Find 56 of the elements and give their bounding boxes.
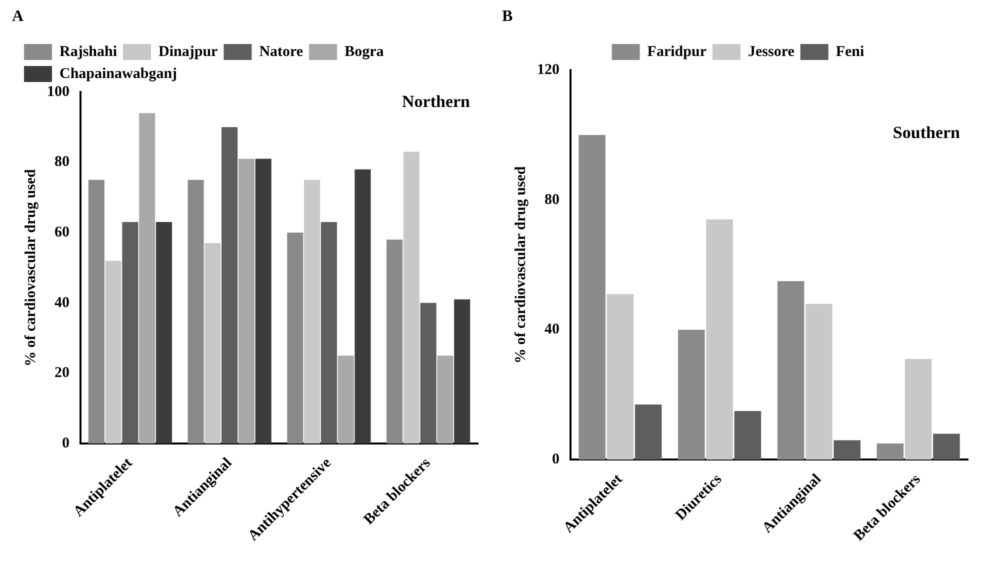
bar — [933, 434, 960, 460]
legend-label: Natore — [259, 44, 304, 60]
bar — [238, 158, 254, 444]
text: A — [12, 8, 24, 26]
y-tick-label: 0 — [62, 435, 70, 452]
bar — [420, 302, 436, 444]
legend-label: Dinajpur — [158, 44, 218, 60]
legend-label: Jessore — [748, 44, 795, 60]
bar — [806, 304, 832, 460]
bar — [578, 134, 606, 460]
y-axis-title: % of cardiovascular drug used — [512, 166, 529, 364]
annotation: Southern — [892, 122, 961, 142]
y-tick-label: 80 — [544, 192, 560, 208]
bar — [606, 294, 634, 460]
bar — [403, 152, 420, 444]
y-tick-label: 40 — [544, 322, 560, 338]
text: B — [502, 8, 513, 26]
legend-label: Bogra — [344, 44, 384, 60]
y-axis-title: % of cardiovascular drug used — [22, 168, 39, 366]
bar — [122, 222, 138, 444]
bar — [904, 359, 932, 460]
bar — [287, 232, 304, 444]
bar — [876, 443, 904, 460]
bar — [834, 440, 860, 460]
bar — [88, 180, 104, 444]
y-tick-label: 120 — [537, 62, 560, 78]
bar — [105, 260, 122, 444]
bar — [156, 222, 172, 444]
y-tick-label: 0 — [552, 452, 560, 468]
bar — [204, 243, 221, 444]
bar — [706, 219, 733, 460]
bar — [777, 281, 804, 460]
bar — [255, 158, 272, 444]
legend-label: Chapainawabganj — [60, 66, 178, 82]
bar — [304, 180, 320, 444]
y-tick-label: 100 — [47, 84, 70, 100]
bar — [222, 127, 238, 444]
bar — [320, 222, 337, 444]
bar — [454, 299, 470, 444]
legend-label: Rajshahi — [60, 44, 118, 60]
annotation: Northern — [402, 92, 471, 111]
y-tick-label: 60 — [54, 224, 70, 240]
bar — [139, 113, 156, 444]
bar — [634, 404, 662, 460]
bar — [734, 410, 762, 460]
bar — [188, 180, 204, 444]
bar — [338, 356, 354, 444]
y-tick-label: 20 — [54, 365, 70, 382]
y-tick-label: 40 — [54, 294, 70, 311]
bar — [678, 330, 705, 460]
bar — [386, 240, 403, 444]
y-tick-label: 80 — [54, 154, 70, 170]
legend-label: Feni — [836, 44, 864, 60]
bar — [354, 169, 371, 444]
legend-label: Faridpur — [647, 44, 707, 60]
bar — [437, 356, 454, 444]
